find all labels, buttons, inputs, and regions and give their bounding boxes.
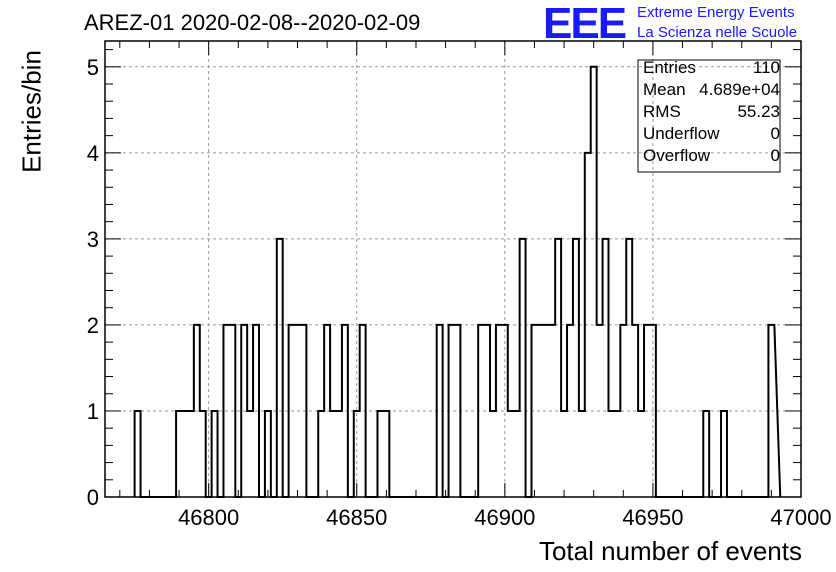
- stats-box-frame: [637, 59, 781, 173]
- x-tick-label: 46950: [622, 505, 683, 530]
- stat-value: 0: [770, 124, 780, 143]
- histogram-series: [133, 65, 782, 498]
- stats-box-border: [637, 59, 781, 173]
- stat-row-rms: RMS 55.23: [638, 102, 780, 124]
- y-tick-label: 1: [87, 399, 99, 424]
- x-tick-label: 46900: [474, 505, 535, 530]
- x-tick-label: 46800: [178, 505, 239, 530]
- y-tick-label: 4: [87, 141, 99, 166]
- stat-value: 4.689e+04: [699, 80, 780, 99]
- plot-title: AREZ-01 2020-02-08--2020-02-09: [84, 10, 421, 35]
- stat-label: Overflow: [643, 146, 711, 165]
- y-axis-ticks: 0 1 2 3 4 5: [87, 49, 801, 510]
- stat-row-mean: Mean 4.689e+04: [638, 80, 780, 102]
- x-tick-label: 47000: [770, 505, 831, 530]
- stat-value: 55.23: [737, 102, 780, 121]
- logo-line-2: La Scienza nelle Scuole: [637, 24, 798, 41]
- y-tick-label: 2: [87, 313, 99, 338]
- stats-box: Entries 110 Mean 4.689e+04 RMS 55.23 Und…: [638, 58, 780, 168]
- x-axis-ticks: 46800 46850 46900 46950 47000: [119, 41, 832, 530]
- eee-logo: EEE: [543, 0, 627, 48]
- x-axis-label: Total number of events: [538, 536, 802, 566]
- x-tick-label: 46850: [326, 505, 387, 530]
- stat-label: RMS: [643, 102, 681, 121]
- stat-label: Underflow: [643, 124, 720, 143]
- stat-label: Entries: [643, 58, 696, 77]
- y-axis-label: Entries/bin: [16, 50, 47, 173]
- stat-row-overflow: Overflow 0: [638, 146, 780, 168]
- y-tick-label: 3: [87, 227, 99, 252]
- plot-frame: [104, 40, 802, 498]
- y-tick-label: 5: [87, 55, 99, 80]
- stat-row-entries: Entries 110: [638, 58, 780, 80]
- logo-line-1: Extreme Energy Events: [637, 4, 795, 21]
- stat-row-underflow: Underflow 0: [638, 124, 780, 146]
- stat-value: 110: [752, 58, 780, 77]
- y-tick-label: 0: [87, 485, 99, 510]
- stat-value: 0: [770, 146, 780, 165]
- stat-label: Mean: [643, 80, 686, 99]
